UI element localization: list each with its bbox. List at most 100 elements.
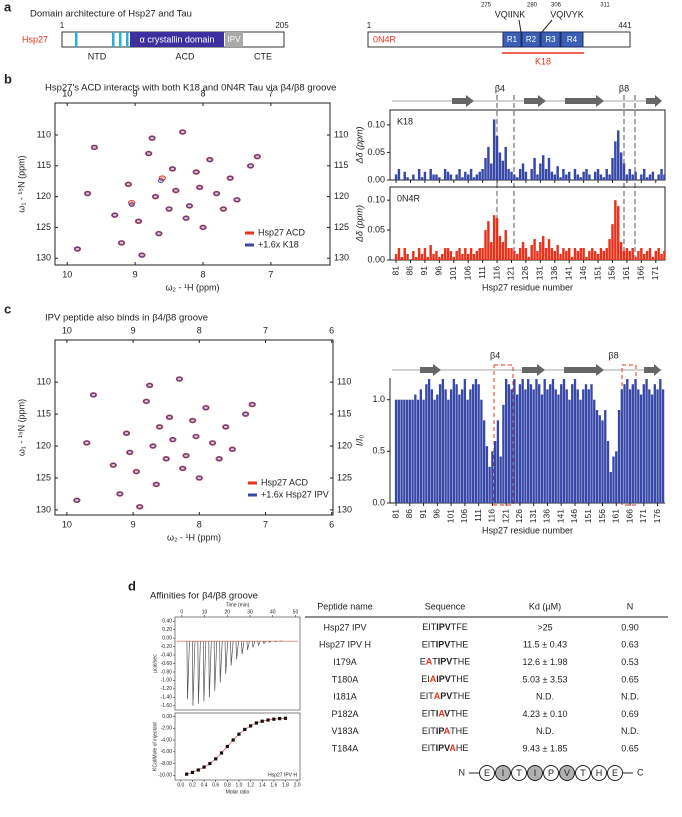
bar	[408, 399, 411, 503]
peak	[157, 178, 164, 183]
data-point	[219, 751, 224, 755]
bar	[425, 384, 428, 503]
x-tick-label: 0.2	[189, 782, 196, 788]
bar	[599, 174, 603, 180]
y-tick-label: 110	[337, 377, 351, 387]
bar	[582, 171, 585, 180]
bar	[567, 171, 571, 180]
n-value: N.D.	[621, 692, 639, 702]
bar	[591, 248, 594, 260]
repeat-label: R3	[545, 35, 556, 44]
construct-label: K18	[535, 56, 551, 66]
y-tick-label: 0.00	[367, 174, 385, 184]
x-tick-label: 7	[268, 269, 273, 279]
bar	[645, 251, 649, 260]
injection-peak	[186, 641, 190, 700]
bar	[400, 257, 404, 260]
x-tick-label: 136	[542, 509, 552, 523]
peak	[111, 212, 118, 218]
plot-frame	[54, 102, 331, 266]
x-tick-label: 146	[578, 266, 588, 280]
x-tick-label: 7	[263, 325, 268, 335]
injection-peak	[252, 641, 256, 648]
bar	[510, 248, 513, 260]
peak	[216, 456, 223, 462]
bar	[524, 389, 527, 503]
peak	[126, 450, 133, 455]
injection-peak	[246, 641, 250, 651]
y-tick-label: 110	[37, 129, 51, 139]
bar	[529, 384, 533, 503]
x-axis-label: Molar ratio	[226, 789, 250, 795]
x-tick-label: 1.6	[270, 782, 277, 788]
bar	[640, 248, 643, 260]
motif-sequence: VQIVYK	[550, 9, 584, 19]
bar	[469, 168, 473, 180]
bar	[579, 399, 582, 503]
x-tick-label: 50	[293, 609, 299, 615]
bar	[536, 251, 539, 260]
peptide-name: P182A	[331, 709, 358, 719]
bar	[516, 394, 519, 503]
x-tick-label: 121	[506, 266, 516, 280]
bar	[498, 152, 502, 180]
bar	[619, 152, 623, 180]
bar	[645, 379, 648, 503]
bar	[642, 168, 646, 180]
domain-name: α crystallin domain	[140, 34, 215, 44]
bar	[615, 451, 618, 503]
bar	[441, 379, 445, 503]
bar	[452, 257, 455, 260]
bar	[397, 399, 400, 503]
bar	[536, 174, 539, 180]
bar	[438, 177, 441, 180]
bar	[634, 257, 637, 260]
bar	[463, 379, 467, 503]
peptide-name: V183A	[331, 726, 358, 736]
bar	[491, 451, 494, 503]
bar	[475, 174, 479, 180]
bar	[595, 410, 599, 503]
sequence-segment: THE	[450, 726, 468, 736]
secondary-structure	[392, 95, 662, 107]
motif-pointer	[518, 19, 522, 33]
bar	[530, 168, 533, 180]
peptide-sequence: EITIPVTFE	[422, 622, 468, 632]
bar	[449, 251, 453, 260]
sequence-segment: V	[444, 709, 450, 719]
bar	[614, 141, 617, 180]
bar	[559, 254, 562, 260]
data-point	[272, 717, 276, 721]
bar	[538, 384, 541, 503]
bar	[553, 251, 556, 260]
bar	[394, 254, 398, 260]
peak	[166, 415, 173, 420]
residue-circle	[543, 765, 559, 781]
bar	[427, 379, 431, 503]
secondary-structure	[392, 364, 662, 376]
bar	[562, 168, 565, 180]
x-axis-label: ω₂ - ¹H (ppm)	[167, 532, 221, 542]
bar	[478, 171, 481, 180]
injection-peak	[268, 640, 272, 643]
bar	[588, 251, 591, 260]
bar	[543, 379, 546, 503]
bar	[579, 248, 582, 260]
bar	[598, 415, 601, 503]
injection-peak	[197, 641, 201, 704]
y-tick-label: -0.20	[161, 644, 173, 650]
x-tick-label: 146	[569, 509, 579, 523]
bar	[495, 218, 499, 260]
peak	[193, 169, 200, 175]
bar	[625, 248, 629, 260]
bar	[631, 248, 634, 260]
peak	[152, 194, 159, 199]
motif-start: 306	[551, 3, 562, 9]
bar	[397, 168, 401, 180]
bar	[458, 248, 461, 260]
bar	[660, 254, 663, 260]
bar	[441, 254, 444, 260]
x-tick-label: 161	[621, 266, 631, 280]
bar	[551, 379, 555, 503]
panel-title: IPV peptide also binds in β4/β8 groove	[45, 313, 208, 324]
